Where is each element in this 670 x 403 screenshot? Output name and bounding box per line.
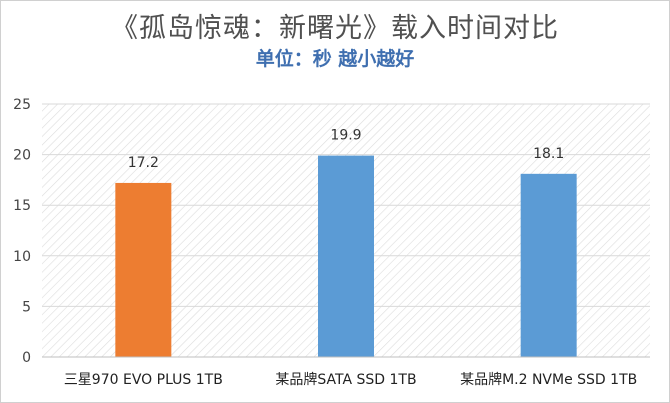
data-label: 19.9: [330, 128, 361, 144]
x-axis-categories: 三星970 EVO PLUS 1TB 某品牌SATA SSD 1TB 某品牌M.2 …: [64, 371, 637, 388]
y-tick-label: 5: [22, 299, 31, 315]
y-axis-ticks: 0 5 10 15 20 25: [13, 97, 31, 366]
bar: [520, 173, 577, 357]
chart-subtitle: 单位：秒 越小越好: [255, 48, 415, 70]
category-label: 三星970 EVO PLUS 1TB: [64, 372, 223, 388]
category-label: 某品牌M.2 NVMe SSD 1TB: [460, 371, 637, 388]
chart-title: 《孤岛惊魂：新曙光》载入时间对比: [111, 13, 559, 44]
y-tick-label: 0: [22, 350, 31, 366]
y-tick-label: 20: [13, 148, 31, 164]
data-labels: 17.2 19.9 18.1: [128, 128, 565, 171]
bar: [318, 155, 374, 357]
y-tick-label: 10: [13, 249, 31, 265]
bar: [115, 182, 172, 357]
bars: [115, 155, 577, 357]
data-label: 17.2: [128, 155, 159, 171]
y-tick-label: 25: [13, 97, 31, 113]
data-label: 18.1: [533, 146, 564, 162]
y-tick-label: 15: [13, 198, 31, 214]
category-label: 某品牌SATA SSD 1TB: [275, 371, 416, 388]
